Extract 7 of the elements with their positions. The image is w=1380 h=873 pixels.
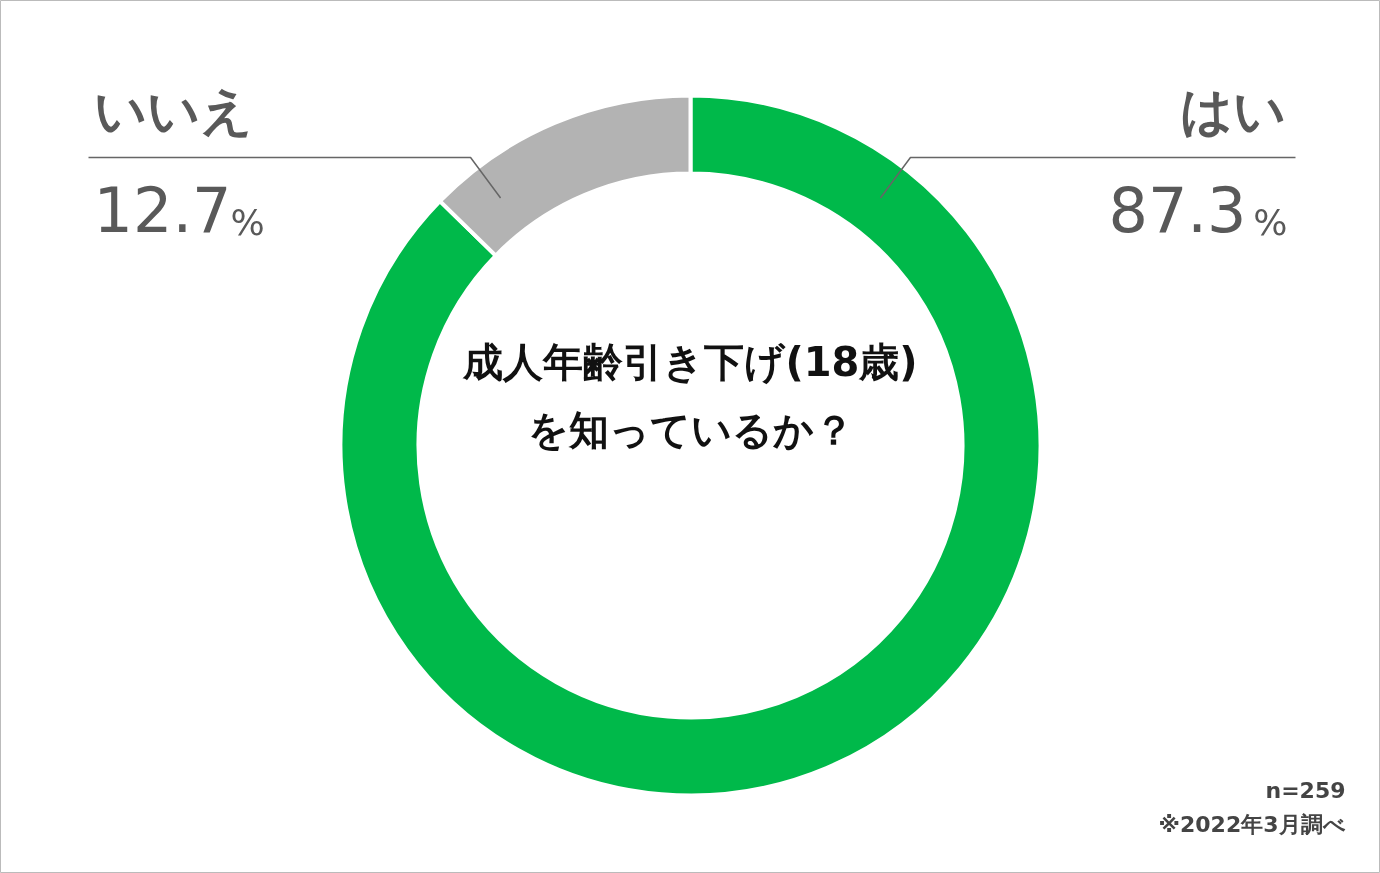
- data-label: 12.7%: [93, 173, 265, 247]
- slice-label: いいえ: [93, 80, 253, 141]
- text: 成人年齢引き下げ(18歳)を知っているか？: [462, 338, 918, 453]
- text: n=259: [1265, 778, 1346, 803]
- data-label: 87.3%: [1108, 173, 1288, 247]
- slice-label: はい: [1179, 80, 1286, 141]
- text: ※2022年3月調べ: [1158, 812, 1346, 837]
